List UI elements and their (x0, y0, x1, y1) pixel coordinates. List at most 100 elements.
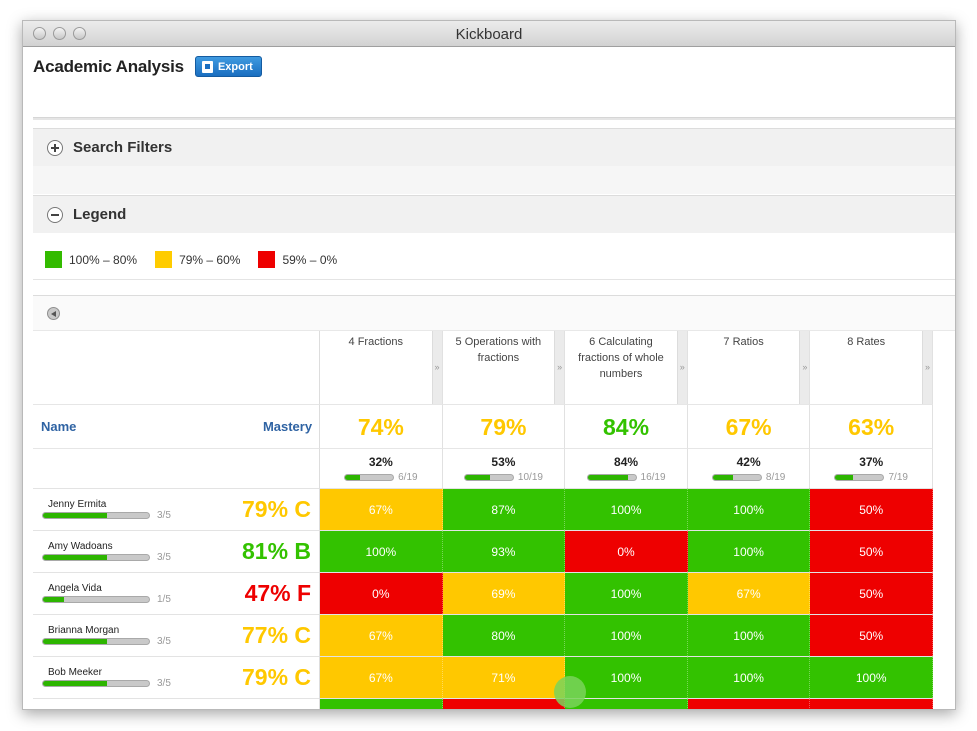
minimize-window-button[interactable] (53, 27, 66, 40)
close-window-button[interactable] (33, 27, 46, 40)
student-name[interactable]: Jenny Ermita (48, 499, 107, 510)
student-info: Jenny Ermita 3/5 79% C (33, 488, 321, 530)
student-row[interactable]: Jenny Ermita 3/5 79% C 67% 87% 100% 100% 50% (33, 488, 934, 530)
score-cell[interactable]: 0% (565, 530, 688, 572)
student-name[interactable]: Angela Vida (48, 583, 102, 594)
score-cell[interactable]: 50% (810, 530, 934, 572)
mastery-column-header[interactable]: Mastery (262, 419, 313, 434)
score-cell[interactable]: 67% (320, 614, 443, 656)
student-row[interactable]: Brianna Morgan 3/5 77% C 67% 80% 100% 100% 50% (33, 614, 934, 656)
legend-label: 59% – 0% (282, 252, 338, 267)
legend-swatch (45, 251, 62, 268)
student-info: Brianna Morgan 3/5 77% C (33, 614, 321, 656)
summary-percent: 53% (491, 455, 516, 469)
score-cell[interactable]: 53% (442, 698, 566, 709)
zoom-window-button[interactable] (73, 27, 86, 40)
score-cell[interactable]: 71% (442, 656, 566, 698)
student-info: Bob Meeker 3/5 79% C (33, 656, 321, 698)
score-cell[interactable]: 100% (565, 614, 688, 656)
standard-mastery: 84% (565, 404, 688, 448)
standard-header[interactable]: 7 Ratios (688, 331, 811, 404)
standard-header[interactable]: 6 Calculating fractions of whole numbers (565, 331, 688, 404)
legend-toggle[interactable]: Legend (33, 195, 955, 233)
standard-mastery: 79% (442, 404, 566, 448)
student-progress-bar (42, 680, 150, 687)
score-cell[interactable]: 100% (687, 488, 811, 530)
score-cell[interactable]: 100% (320, 530, 443, 572)
score-cell[interactable]: 50% (810, 614, 934, 656)
progress-fill (712, 475, 734, 480)
score-cell[interactable]: 100% (320, 698, 443, 709)
student-grade: 47% F (244, 580, 312, 606)
summary-fraction: 16/19 (640, 472, 666, 483)
progress-fill (43, 597, 65, 602)
score-cell[interactable]: 33% (687, 698, 811, 709)
score-cell[interactable]: 0% (320, 572, 443, 614)
student-fraction: 3/5 (157, 678, 171, 689)
student-row[interactable]: Amy Wadoans 3/5 81% B 100% 93% 0% 100% 50% (33, 530, 934, 572)
summary-fraction: 7/19 (888, 472, 908, 483)
score-cell[interactable]: 93% (442, 530, 566, 572)
floating-indicator (554, 676, 586, 708)
student-row[interactable]: Bob Meeker 3/5 79% C 67% 71% 100% 100% 100% (33, 656, 934, 698)
student-fraction: 3/5 (157, 510, 171, 521)
score-cell[interactable]: 69% (442, 572, 566, 614)
progress-bar (344, 474, 395, 481)
scroll-left-icon[interactable] (47, 307, 60, 320)
score-cell[interactable]: 50% (810, 572, 934, 614)
progress-fill (43, 681, 107, 686)
legend-swatch (155, 251, 173, 268)
student-progress-bar (42, 554, 150, 561)
score-cell[interactable]: 67% (320, 656, 443, 698)
main-content: Academic Analysis Export Search Filters … (23, 48, 955, 709)
score-cell[interactable]: 67% (687, 572, 811, 614)
app-window: Kickboard Academic Analysis Export Searc… (22, 20, 956, 710)
score-cell[interactable]: 80% (442, 614, 566, 656)
student-row[interactable]: Angela Vida 1/5 47% F 0% 69% 100% 67% 50% (33, 572, 934, 614)
score-cell[interactable]: 100% (687, 614, 811, 656)
progress-fill (464, 475, 491, 480)
student-rows: Jenny Ermita 3/5 79% C 67% 87% 100% 100% 50% Amy… (33, 488, 934, 710)
score-cell[interactable]: 100% (565, 488, 688, 530)
summary-percent: 32% (368, 455, 393, 469)
score-cell[interactable]: 67% (320, 488, 443, 530)
window-controls (33, 27, 86, 40)
name-column-header[interactable]: Name (41, 419, 77, 434)
summary-spacer (33, 448, 321, 488)
standard-summary: 84% 16/19 (565, 448, 688, 488)
score-cell[interactable]: 100% (565, 698, 688, 709)
standard-summary: 32% 6/19 (320, 448, 443, 488)
legend-item: 79% – 60% (155, 251, 240, 268)
header-spacer (33, 331, 320, 404)
standard-header[interactable]: 4 Fractions (320, 331, 443, 404)
student-name[interactable]: Lori Hausman (48, 709, 110, 710)
summary-percent: 42% (736, 455, 761, 469)
search-filters-toggle[interactable]: Search Filters (33, 128, 955, 166)
student-name[interactable]: Amy Wadoans (48, 541, 113, 552)
student-grade: 79% C (242, 496, 312, 522)
score-cell[interactable]: 50% (810, 698, 934, 709)
document-icon (201, 60, 213, 73)
summary-percent: 84% (614, 455, 639, 469)
legend-item: 59% – 0% (258, 251, 337, 268)
student-name[interactable]: Brianna Morgan (48, 625, 120, 636)
progress-bar (711, 474, 762, 481)
score-cell[interactable]: 87% (442, 488, 566, 530)
standard-header[interactable]: 5 Operations with fractions (443, 331, 566, 404)
standard-header[interactable]: 8 Rates (810, 331, 933, 404)
export-button[interactable]: Export (194, 56, 262, 77)
legend-label: 100% – 80% (69, 252, 138, 267)
student-name[interactable]: Bob Meeker (48, 667, 102, 678)
analysis-table: 4 Fractions5 Operations with fractions6 … (33, 331, 934, 710)
score-cell[interactable]: 100% (687, 656, 811, 698)
score-cell[interactable]: 100% (687, 530, 811, 572)
standard-mastery: 63% (810, 404, 933, 448)
summary-fraction: 10/19 (517, 472, 543, 483)
student-row[interactable]: Lori Hausman2/571% C100%53%100%33%50% (33, 698, 934, 710)
score-cell[interactable]: 50% (810, 488, 934, 530)
summary-progress: 8/19 (688, 472, 810, 483)
filters-spacer (33, 166, 955, 194)
score-cell[interactable]: 100% (565, 572, 688, 614)
legend: 100% – 80% 79% – 60% 59% – 0% (33, 240, 955, 280)
score-cell[interactable]: 100% (810, 656, 934, 698)
